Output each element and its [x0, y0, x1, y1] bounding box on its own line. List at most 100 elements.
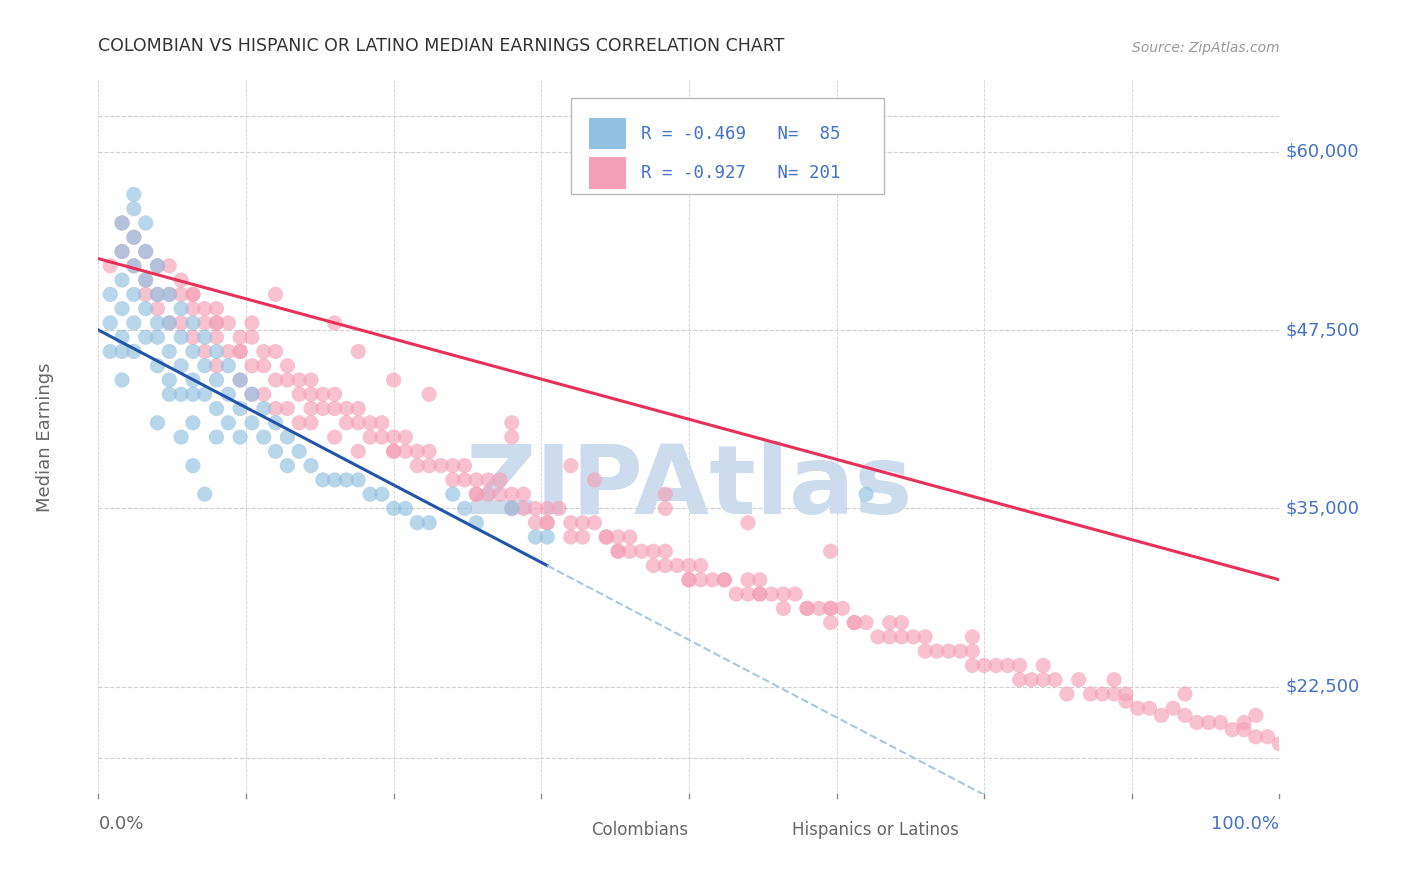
Point: [382, 444, 405, 458]
Point: [560, 530, 582, 544]
Point: [501, 430, 523, 444]
Point: [146, 416, 169, 430]
Point: [371, 430, 394, 444]
Point: [453, 501, 475, 516]
FancyBboxPatch shape: [589, 157, 626, 189]
Point: [748, 587, 770, 601]
Point: [157, 373, 180, 387]
Point: [737, 587, 759, 601]
Point: [654, 558, 676, 573]
Point: [264, 344, 287, 359]
Point: [441, 487, 464, 501]
Point: [288, 373, 311, 387]
Point: [157, 287, 180, 301]
Point: [264, 416, 287, 430]
Point: [702, 573, 724, 587]
Point: [122, 230, 145, 244]
Point: [135, 244, 157, 259]
Point: [217, 359, 239, 373]
Point: [170, 330, 193, 344]
Point: [903, 630, 925, 644]
Point: [844, 615, 866, 630]
Point: [855, 615, 877, 630]
Point: [335, 473, 357, 487]
Point: [465, 473, 488, 487]
Point: [98, 287, 121, 301]
Point: [157, 344, 180, 359]
Point: [914, 644, 936, 658]
Point: [725, 587, 748, 601]
Point: [122, 344, 145, 359]
Point: [146, 259, 169, 273]
Point: [229, 373, 252, 387]
Point: [1257, 730, 1279, 744]
Point: [973, 658, 995, 673]
Point: [630, 544, 652, 558]
Point: [1268, 737, 1291, 751]
Point: [217, 416, 239, 430]
Point: [607, 530, 630, 544]
Point: [229, 401, 252, 416]
Point: [984, 658, 1007, 673]
Point: [157, 316, 180, 330]
Point: [205, 430, 228, 444]
Point: [194, 316, 217, 330]
Point: [217, 316, 239, 330]
Point: [465, 487, 488, 501]
Point: [820, 615, 842, 630]
Point: [1174, 708, 1197, 723]
Point: [654, 487, 676, 501]
Point: [879, 630, 901, 644]
Point: [382, 501, 405, 516]
Point: [240, 359, 263, 373]
Point: [111, 244, 134, 259]
Point: [276, 430, 298, 444]
Point: [347, 473, 370, 487]
Point: [453, 458, 475, 473]
Point: [796, 601, 818, 615]
Point: [205, 301, 228, 316]
Point: [465, 516, 488, 530]
Point: [205, 373, 228, 387]
Point: [229, 330, 252, 344]
Point: [748, 587, 770, 601]
Point: [98, 259, 121, 273]
Point: [1233, 723, 1256, 737]
Point: [135, 301, 157, 316]
Point: [312, 401, 335, 416]
Point: [111, 244, 134, 259]
Point: [253, 344, 276, 359]
Point: [253, 430, 276, 444]
Point: [737, 516, 759, 530]
Point: [571, 516, 593, 530]
Point: [122, 259, 145, 273]
Point: [1032, 658, 1054, 673]
Point: [772, 587, 794, 601]
Point: [501, 501, 523, 516]
Point: [135, 273, 157, 287]
Point: [288, 387, 311, 401]
Point: [323, 401, 346, 416]
Point: [157, 316, 180, 330]
Point: [299, 458, 322, 473]
Point: [170, 287, 193, 301]
Point: [135, 330, 157, 344]
Point: [1008, 658, 1031, 673]
Point: [359, 487, 381, 501]
Point: [1102, 687, 1125, 701]
Point: [264, 373, 287, 387]
Point: [312, 387, 335, 401]
Text: COLOMBIAN VS HISPANIC OR LATINO MEDIAN EARNINGS CORRELATION CHART: COLOMBIAN VS HISPANIC OR LATINO MEDIAN E…: [98, 37, 785, 55]
Point: [111, 344, 134, 359]
Point: [181, 287, 204, 301]
Point: [240, 416, 263, 430]
Point: [1244, 708, 1267, 723]
Point: [607, 544, 630, 558]
Text: Median Earnings: Median Earnings: [37, 362, 55, 512]
Point: [335, 401, 357, 416]
Point: [323, 473, 346, 487]
Point: [253, 401, 276, 416]
Point: [157, 387, 180, 401]
Point: [453, 473, 475, 487]
Point: [418, 458, 440, 473]
